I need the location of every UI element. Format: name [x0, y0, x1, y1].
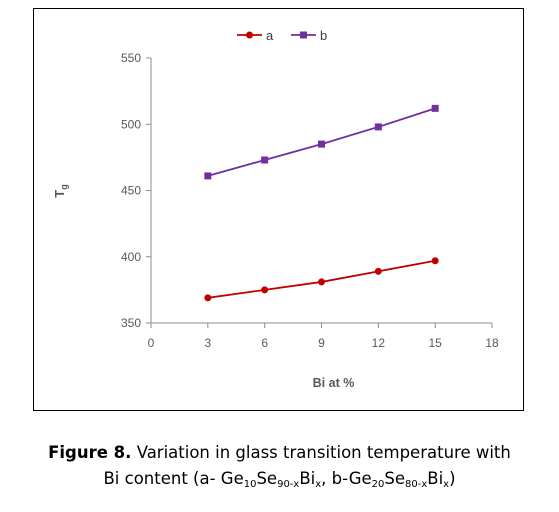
caption-mid: , b-Ge — [321, 469, 372, 488]
data-point-b — [318, 140, 325, 148]
caption-suffix: ) — [449, 469, 456, 488]
y-tick-label: 400 — [121, 250, 141, 264]
caption-sub: x — [443, 479, 450, 490]
data-point-a — [261, 286, 269, 294]
figure-label: Figure 8. — [48, 443, 132, 462]
caption-element: Bi — [427, 469, 444, 488]
legend-marker-b — [300, 31, 307, 39]
caption-text-line-1: Variation in glass transition temperatur… — [136, 443, 511, 462]
x-tick-label: 0 — [148, 336, 155, 350]
data-point-a — [431, 257, 439, 265]
x-tick-label: 3 — [204, 336, 211, 350]
x-tick-label: 6 — [261, 336, 268, 350]
caption-sub: 80-x — [405, 479, 428, 490]
data-point-a — [318, 278, 325, 286]
x-tick-label: 15 — [428, 336, 442, 350]
caption-sub: x — [315, 479, 322, 490]
caption-sub: 10 — [243, 479, 257, 490]
x-tick-label: 12 — [372, 336, 386, 350]
caption-element: Se — [384, 469, 405, 488]
data-point-b — [431, 104, 439, 112]
data-point-b — [374, 123, 382, 131]
caption-sub: 90-x — [277, 479, 300, 490]
tg-vs-bi-chart: 350 400 450 500 550 0 3 6 9 12 15 18 Bi at % Tg a b — [52, 28, 499, 390]
y-tick-label: 550 — [121, 51, 141, 65]
y-tick-label: 350 — [121, 316, 141, 330]
y-axis-label-main: T — [52, 190, 67, 198]
x-tick-label: 18 — [485, 336, 499, 350]
data-point-a — [374, 267, 382, 275]
x-tick-label: 9 — [318, 336, 325, 350]
legend-label-b: b — [320, 28, 327, 43]
x-axis-label: Bi at % — [313, 376, 355, 390]
caption-element: Bi — [299, 469, 316, 488]
data-point-a — [204, 294, 212, 302]
chart-frame: 350 400 450 500 550 0 3 6 9 12 15 18 Bi at % Tg a b — [33, 8, 524, 411]
caption-element: Se — [256, 469, 278, 488]
data-point-b — [261, 156, 269, 164]
y-tick-label: 450 — [121, 184, 141, 198]
y-axis-label: Tg — [52, 184, 69, 197]
caption-sub: 20 — [371, 479, 385, 490]
caption-line-1: Figure 8. Variation in glass transition … — [0, 440, 559, 466]
caption-prefix: Bi content (a- Ge — [103, 469, 244, 488]
data-point-b — [204, 172, 212, 180]
figure-caption: Figure 8. Variation in glass transition … — [0, 440, 559, 492]
legend-label-a: a — [266, 28, 274, 43]
y-tick-label: 500 — [121, 117, 141, 131]
caption-line-2: Bi content (a- Ge10Se90-xBix, b-Ge20Se80… — [0, 466, 559, 492]
legend-marker-a — [246, 31, 253, 39]
y-axis-label-sub: g — [59, 184, 69, 190]
